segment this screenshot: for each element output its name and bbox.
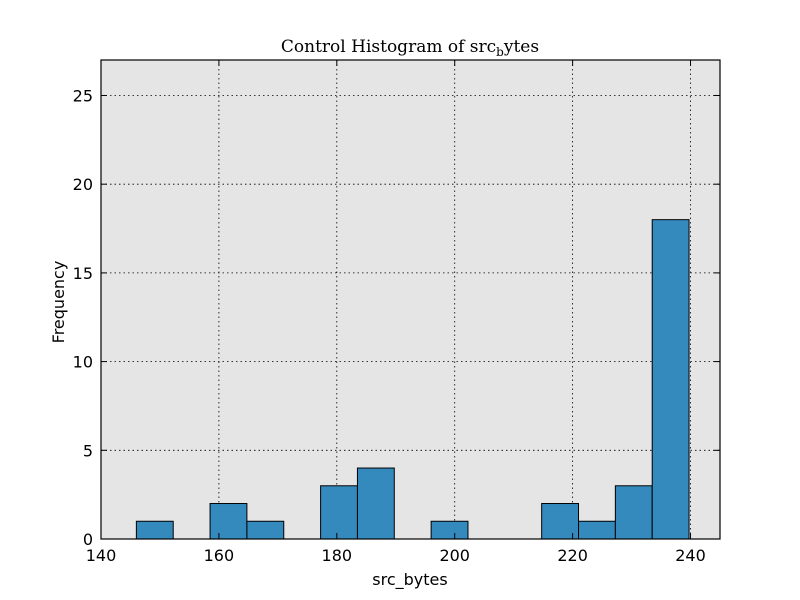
y-axis-label: Frequency [49, 261, 68, 344]
histogram-bar [320, 485, 358, 540]
y-tick-label: 0 [83, 530, 93, 549]
plot-area [101, 60, 720, 539]
x-tick-label: 160 [204, 546, 235, 565]
x-tick-label: 240 [675, 546, 706, 565]
x-tick-label: 220 [557, 546, 588, 565]
plot-frame [100, 59, 721, 540]
x-tick-label: 140 [86, 546, 117, 565]
chart-title: Control Histogram of srcbytes [281, 37, 539, 59]
x-tick-labels: 140 160 180 200 220 240 [86, 546, 706, 565]
histogram-bars [135, 219, 690, 540]
y-tick-label: 25 [73, 86, 93, 105]
chart-title-tail: ytes [503, 37, 539, 57]
histogram-bar [356, 467, 395, 540]
y-tick-label: 10 [73, 353, 93, 372]
histogram-bar [209, 503, 248, 540]
y-tick-label: 15 [73, 264, 93, 283]
axis-ticks [100, 60, 720, 540]
y-tick-label: 5 [83, 441, 93, 460]
x-axis-label: src_bytes [372, 570, 447, 590]
histogram-bar [430, 520, 469, 540]
y-tick-labels: 0 5 10 15 20 25 [73, 86, 93, 549]
histogram-bar [135, 520, 174, 540]
histogram-bar [651, 219, 690, 540]
x-tick-label: 200 [439, 546, 470, 565]
histogram-bar [246, 520, 285, 540]
histogram-bar [614, 485, 653, 540]
chart-title-subscript: b [496, 45, 504, 59]
x-tick-label: 180 [322, 546, 353, 565]
histogram-bar [578, 520, 616, 540]
y-tick-label: 20 [73, 175, 93, 194]
